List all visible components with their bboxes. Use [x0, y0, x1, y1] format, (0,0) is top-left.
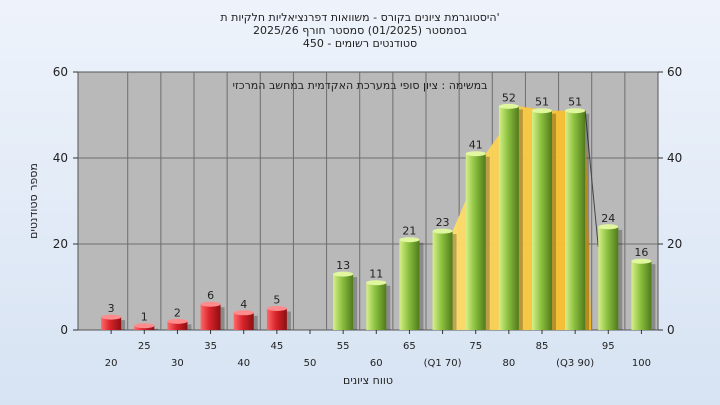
- q3-drop-line: [584, 110, 599, 247]
- data-label-95: 24: [601, 212, 615, 225]
- data-label-40: 4: [240, 298, 247, 311]
- y-tick-label-right: 40: [667, 151, 682, 165]
- x-tick-label-20: 20: [105, 358, 118, 369]
- x-axis-label: טווח ציונים: [343, 374, 393, 387]
- y-axis-label: מספר סטודנטים: [27, 163, 40, 239]
- bar-55: [333, 274, 354, 330]
- bar-65: [399, 239, 420, 330]
- bar-30: [167, 321, 188, 330]
- data-label-65: 21: [402, 225, 416, 238]
- x-tick-label-70: (Q1 70): [424, 358, 462, 369]
- bar-95: [598, 226, 619, 330]
- data-label-100: 16: [634, 246, 648, 259]
- bar-25-cap: [134, 323, 155, 329]
- bar-85-cap: [532, 108, 552, 114]
- bar-90: [565, 110, 586, 330]
- data-label-75: 41: [469, 139, 483, 152]
- bar-55-cap: [333, 271, 354, 277]
- bar-35-cap: [200, 301, 221, 307]
- x-tick-label-95: 95: [602, 341, 615, 352]
- bar-60-cap: [366, 280, 387, 286]
- y-axis-right-ticks: 0 20 40 60: [658, 65, 682, 337]
- plot-subtitle: במשימה : ציון סופי במערכת האקדמית במחשב …: [233, 79, 488, 92]
- x-tick-label-75: 75: [469, 341, 482, 352]
- x-tick-label-55: 55: [337, 341, 350, 352]
- x-tick-label-85: 85: [536, 341, 549, 352]
- y-tick-label-left: 40: [53, 151, 68, 165]
- y-tick-label-left: 20: [53, 237, 68, 251]
- bar-40: [233, 312, 254, 330]
- y-tick-label-left: 60: [53, 65, 68, 79]
- bar-60: [366, 282, 387, 330]
- bar-80-cap: [498, 103, 519, 109]
- y-axis-left-ticks: 0 20 40 60: [53, 65, 78, 337]
- bar-45: [266, 308, 287, 330]
- bar-35: [200, 304, 221, 330]
- data-label-30: 2: [174, 306, 181, 319]
- data-label-80: 52: [502, 91, 516, 104]
- data-label-85: 51: [535, 96, 549, 109]
- x-axis-ticks: 20 25 30 35 40 45 50 55 60 65 (Q1 70) 75 80 85 (Q3 90)…: [105, 330, 651, 369]
- x-tick-label-25: 25: [138, 341, 151, 352]
- bar-95-cap: [598, 224, 619, 230]
- data-label-55: 13: [336, 259, 350, 272]
- bar-65-cap: [399, 237, 420, 243]
- data-label-60: 11: [369, 268, 383, 281]
- chart-title-line-2: בסמסטר (01/2025) סמסטר חורף 2025/26: [253, 24, 467, 37]
- bar-30-cap: [167, 318, 188, 324]
- data-label-90: 51: [568, 96, 582, 109]
- x-tick-label-90: (Q3 90): [556, 358, 594, 369]
- bar-45-cap: [266, 306, 287, 311]
- data-label-20: 3: [108, 302, 115, 315]
- bar-20: [101, 317, 122, 330]
- x-tick-label-80: 80: [502, 358, 515, 369]
- x-tick-label-100: 100: [632, 358, 651, 369]
- chart-title-line-3: סטודנטים רשומים - 450: [303, 37, 417, 50]
- data-label-25: 1: [141, 311, 148, 324]
- bar-85: [532, 110, 552, 330]
- bar-100: [631, 261, 652, 330]
- x-tick-label-45: 45: [270, 341, 283, 352]
- bar-labels: 3 1 2 6 4 5 13 11 21 23 41 52 51 51 24 16: [108, 91, 649, 323]
- data-label-35: 6: [207, 289, 214, 302]
- bar-90-cap: [565, 108, 586, 114]
- data-label-70: 23: [436, 216, 450, 229]
- y-tick-label-right: 0: [667, 323, 675, 337]
- data-label-45: 5: [273, 294, 280, 307]
- bar-70: [432, 231, 453, 330]
- x-tick-label-50: 50: [304, 358, 317, 369]
- y-tick-label-right: 20: [667, 237, 682, 251]
- bar-100-cap: [631, 258, 652, 264]
- chart-title-line-1: היסטוגרמת ציונים בקורס - משוואות דפרנציא…: [220, 11, 499, 24]
- x-tick-label-60: 60: [370, 358, 383, 369]
- bars: [101, 103, 656, 331]
- bar-80: [498, 106, 519, 331]
- bar-75-cap: [465, 151, 486, 157]
- x-tick-label-65: 65: [403, 341, 416, 352]
- x-tick-label-30: 30: [171, 358, 184, 369]
- bar-40-cap: [233, 310, 254, 316]
- bar-20-cap: [101, 314, 122, 320]
- bar-70-cap: [432, 228, 453, 234]
- x-tick-label-35: 35: [204, 341, 217, 352]
- bar-75: [465, 153, 486, 330]
- y-tick-label-left: 0: [60, 323, 68, 337]
- y-tick-label-right: 60: [667, 65, 682, 79]
- x-tick-label-40: 40: [237, 358, 250, 369]
